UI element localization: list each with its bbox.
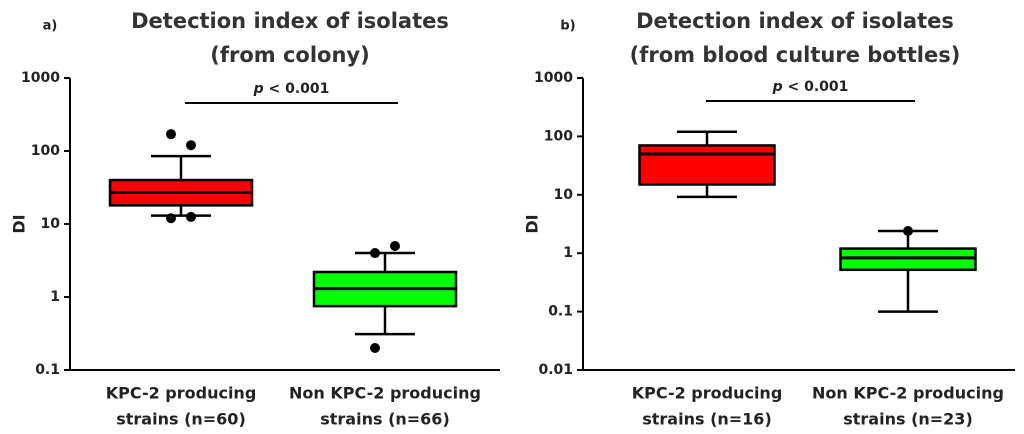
x-tick-label: Non KPC-2 producing [812, 384, 1004, 403]
outlier [370, 248, 380, 259]
panel-label: b) [560, 19, 575, 34]
x-tick-label: KPC-2 producing [106, 384, 257, 403]
annotation: p < 0.001 [253, 81, 330, 97]
chart-title: Detection index of isolates [636, 9, 954, 33]
box [638, 144, 776, 186]
y-axis-label: DI [523, 214, 542, 233]
chart-title: Detection index of isolates [131, 9, 449, 33]
annotation-text: < 0.001 [788, 79, 849, 95]
annotation-text: < 0.001 [269, 81, 330, 97]
outlier [370, 343, 380, 354]
outlier [903, 225, 913, 236]
y-tick-label: 1 [563, 245, 573, 261]
outlier [186, 211, 196, 222]
y-tick-label: 1000 [534, 70, 573, 86]
x-tick-label: strains (n=16) [642, 410, 772, 429]
chart-title: (from blood culture bottles) [630, 43, 961, 67]
x-tick-label: strains (n=23) [843, 410, 973, 429]
y-tick-label: 1 [50, 289, 60, 305]
annotation-italic: p [253, 81, 264, 97]
outlier [166, 213, 176, 224]
annotation: p < 0.001 [772, 79, 849, 95]
y-tick-label: 1000 [21, 70, 60, 86]
outlier [186, 140, 196, 151]
outlier [390, 240, 400, 251]
y-tick-label: 0.1 [35, 362, 60, 378]
y-tick-label: 0.01 [538, 362, 573, 378]
y-tick-label: 0.1 [548, 304, 573, 320]
y-tick-label: 10 [554, 187, 574, 203]
panel-label: a) [43, 19, 58, 34]
x-tick-label: strains (n=60) [116, 410, 246, 429]
y-tick-label: 100 [544, 128, 573, 144]
x-tick-label: KPC-2 producing [632, 384, 783, 403]
x-tick-label: Non KPC-2 producing [289, 384, 481, 403]
annotation-italic: p [772, 79, 783, 95]
y-tick-label: 10 [41, 216, 61, 232]
chart-title: (from colony) [210, 43, 369, 67]
x-tick-label: strains (n=66) [320, 410, 450, 429]
outlier [166, 129, 176, 140]
y-axis-label: DI [10, 214, 29, 233]
y-tick-label: 100 [31, 143, 60, 159]
